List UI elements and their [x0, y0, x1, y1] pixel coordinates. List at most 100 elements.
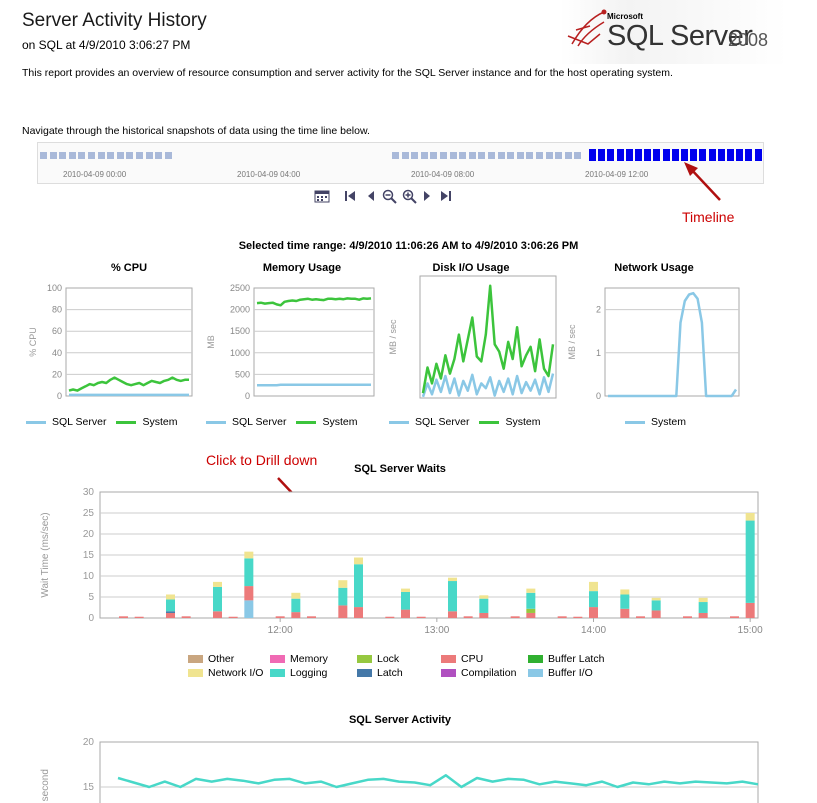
y-tick-label: 10	[83, 571, 95, 582]
chart-title-memory: Memory Usage	[262, 262, 342, 274]
timeline-snapshot[interactable]	[440, 152, 447, 159]
timeline-snapshot[interactable]	[574, 152, 582, 159]
timeline-snapshot-selected[interactable]	[736, 149, 744, 161]
timeline-snapshot[interactable]	[430, 152, 438, 159]
timeline-snapshot-selected[interactable]	[745, 149, 753, 161]
timeline-bar[interactable]	[37, 142, 764, 184]
wait-bar-segment	[354, 557, 363, 565]
waits-legend-item: Lock	[357, 653, 399, 665]
timeline-snapshot[interactable]	[40, 152, 47, 159]
next-icon[interactable]	[422, 189, 432, 206]
y-tick-label: 0	[57, 391, 62, 401]
timeline-snapshot[interactable]	[78, 152, 86, 159]
network-usage-chart[interactable]: 0 1 2 MB / sec	[565, 278, 745, 408]
first-icon[interactable]	[344, 189, 356, 206]
timeline-snapshot[interactable]	[136, 152, 143, 159]
timeline-snapshot-selected[interactable]	[616, 149, 624, 161]
y-tick-label: 40	[52, 348, 62, 358]
sql-server-waits-chart[interactable]: 0 5 10 15 20 25 30 Wait Time (ms/sec) 12:00 13:00…	[30, 478, 770, 638]
timeline-snapshot[interactable]	[145, 152, 153, 159]
timeline-snapshot[interactable]	[49, 152, 57, 159]
zoom-out-icon[interactable]	[382, 189, 398, 208]
timeline-snapshot[interactable]	[126, 152, 134, 159]
cpu-legend: SQL Server System	[26, 416, 177, 428]
timeline-snapshot-selected[interactable]	[662, 149, 670, 161]
legend-label: SQL Server	[415, 416, 470, 428]
timeline-snapshot[interactable]	[68, 152, 76, 159]
timeline-snapshot-selected[interactable]	[727, 149, 734, 161]
timeline-snapshot[interactable]	[478, 152, 486, 159]
legend-swatch	[188, 669, 203, 677]
timeline-snapshot[interactable]	[401, 152, 409, 159]
timeline-snapshot[interactable]	[497, 152, 505, 159]
timeline-snapshot[interactable]	[411, 152, 419, 159]
timeline-snapshot[interactable]	[164, 152, 172, 159]
timeline-snapshot-selected[interactable]	[635, 149, 642, 161]
sql-server-activity-chart[interactable]: 15 20 / second	[30, 730, 770, 803]
timeline-snapshot-selected[interactable]	[644, 149, 652, 161]
waits-legend-item: Other	[188, 653, 234, 665]
timeline-snapshot-selected[interactable]	[690, 149, 698, 161]
timeline-snapshot[interactable]	[545, 152, 553, 159]
timeline-snapshot-selected[interactable]	[708, 149, 716, 161]
timeline-snapshot-selected[interactable]	[653, 149, 661, 161]
wait-bar-segment	[745, 602, 755, 618]
timeline-snapshot[interactable]	[468, 152, 476, 159]
timeline-snapshot-selected[interactable]	[607, 149, 615, 161]
wait-bar-segment	[244, 600, 254, 618]
timeline-snapshot[interactable]	[392, 152, 399, 159]
legend-label: CPU	[461, 653, 484, 665]
timeline-snapshot-selected[interactable]	[699, 149, 707, 161]
wait-bar-segment	[291, 612, 301, 618]
timeline-snapshot[interactable]	[420, 152, 428, 159]
y-tick-label: 0	[596, 391, 601, 401]
timeline-tick: 2010-04-09 00:00	[63, 170, 127, 179]
timeline-snapshot[interactable]	[107, 152, 115, 159]
timeline-snapshot[interactable]	[516, 152, 524, 159]
timeline-snapshot-selected[interactable]	[589, 149, 596, 161]
timeline-snapshot[interactable]	[459, 152, 467, 159]
wait-bar-segment	[291, 592, 301, 599]
timeline-snapshot[interactable]	[507, 152, 515, 159]
calendar-icon[interactable]	[314, 189, 330, 206]
last-icon[interactable]	[440, 189, 452, 206]
wait-bar-segment	[166, 612, 175, 618]
wait-bar-segment	[213, 586, 222, 612]
timeline-snapshot[interactable]	[555, 152, 563, 159]
wait-bar-segment	[557, 616, 567, 618]
timeline-snapshot[interactable]	[155, 152, 163, 159]
cpu-chart[interactable]: 0 20 40 60 80 100 % CPU	[20, 278, 200, 408]
series-line	[68, 376, 189, 392]
timeline-snapshot[interactable]	[564, 152, 572, 159]
timeline-snapshot-selected[interactable]	[681, 149, 688, 161]
x-tick-label: 14:00	[581, 625, 606, 636]
chart-title-disk: Disk I/O Usage	[432, 262, 510, 274]
wait-bar-segment	[213, 581, 222, 587]
wait-bar-segment	[338, 587, 348, 606]
timeline-snapshot[interactable]	[526, 152, 534, 159]
memory-usage-chart[interactable]: 0 500 1000 1500 2000 2500 MB	[200, 278, 380, 408]
wait-bar-segment	[651, 597, 661, 601]
legend-swatch	[188, 655, 203, 663]
y-tick-label: 20	[83, 737, 95, 748]
zoom-in-icon[interactable]	[402, 189, 418, 208]
wait-bar-segment	[479, 595, 489, 599]
disk-io-chart[interactable]: MB / sec	[385, 272, 560, 408]
timeline-snapshot[interactable]	[536, 152, 543, 159]
timeline-snapshot-selected[interactable]	[717, 149, 725, 161]
wait-bar-segment	[620, 608, 630, 618]
logo-microsoft-text: Microsoft	[607, 12, 643, 21]
wait-bar-segment	[228, 616, 238, 618]
timeline-snapshot-selected[interactable]	[754, 149, 762, 161]
timeline-snapshot[interactable]	[59, 152, 67, 159]
timeline-snapshot[interactable]	[88, 152, 95, 159]
timeline-snapshot-selected[interactable]	[671, 149, 679, 161]
timeline-snapshot[interactable]	[449, 152, 457, 159]
timeline-snapshot[interactable]	[488, 152, 495, 159]
timeline-snapshot[interactable]	[116, 152, 124, 159]
previous-icon[interactable]	[366, 189, 376, 206]
timeline-snapshot-selected[interactable]	[598, 149, 606, 161]
wait-bar-segment	[730, 616, 739, 618]
timeline-snapshot[interactable]	[97, 152, 105, 159]
timeline-snapshot-selected[interactable]	[625, 149, 633, 161]
